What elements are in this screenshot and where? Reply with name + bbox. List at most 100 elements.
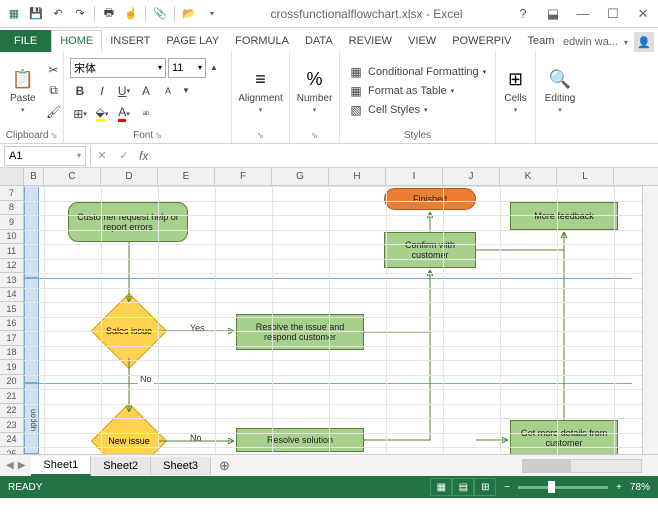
format-painter-icon[interactable]: 🖌 — [44, 102, 64, 122]
row-header[interactable]: 9 — [0, 215, 23, 230]
borders-icon[interactable]: ⊞▾ — [70, 104, 90, 124]
redo-icon[interactable]: ↷ — [70, 4, 90, 24]
normal-view-icon[interactable]: ▦ — [430, 478, 452, 496]
sheet-tab[interactable]: Sheet2 — [91, 457, 151, 475]
cancel-formula-icon[interactable]: ✕ — [91, 146, 113, 166]
row-header[interactable]: 19 — [0, 360, 23, 375]
zoom-value[interactable]: 78% — [630, 482, 650, 493]
col-header[interactable]: C — [44, 168, 101, 185]
qat-customize-icon[interactable] — [201, 4, 221, 24]
excel-icon[interactable]: ▦ — [4, 4, 24, 24]
user-name[interactable]: edwin wa... — [563, 36, 618, 48]
sheet-nav-next-icon[interactable]: ▶ — [18, 460, 26, 471]
number-button[interactable]: % Number ▾ — [293, 65, 337, 116]
sheet-tab[interactable]: Sheet1 — [31, 456, 91, 476]
file-tab[interactable]: FILE — [0, 30, 51, 52]
launcher-icon[interactable]: ⬂ — [51, 131, 58, 140]
launcher-icon[interactable]: ⬂ — [155, 131, 162, 140]
minimize-icon[interactable]: — — [568, 3, 598, 25]
flowchart-start-node[interactable]: Customer request help or report errors — [68, 202, 188, 242]
undo-icon[interactable]: ↶ — [48, 4, 68, 24]
col-header[interactable]: B — [24, 168, 44, 185]
close-icon[interactable]: ✕ — [628, 3, 658, 25]
row-header[interactable]: 12 — [0, 259, 23, 274]
zoom-slider[interactable] — [518, 486, 608, 489]
flowchart-process-node[interactable]: Get more details from customer — [510, 420, 618, 454]
flowchart-decision-node[interactable]: New issue — [102, 414, 156, 454]
quickprint-icon[interactable]: 🖶 — [99, 4, 119, 24]
flowchart-process-node[interactable]: Confirm with customer — [384, 232, 476, 268]
zoom-out-icon[interactable]: − — [504, 482, 510, 493]
maximize-icon[interactable]: ☐ — [598, 3, 628, 25]
font-size-combo[interactable]: 11▾ — [168, 58, 206, 78]
format-as-table-button[interactable]: ▦Format as Table▾ — [346, 82, 488, 100]
tab-team[interactable]: Team — [520, 30, 563, 52]
row-header[interactable]: 17 — [0, 331, 23, 346]
paste-button[interactable]: 📋 Paste ▾ — [6, 65, 40, 116]
tab-data[interactable]: DATA — [297, 30, 341, 52]
alignment-button[interactable]: ≡ Alignment ▾ — [234, 65, 286, 116]
tab-pagelayout[interactable]: PAGE LAY — [158, 30, 227, 52]
page-break-view-icon[interactable]: ⊞ — [474, 478, 496, 496]
flowchart-terminator-node[interactable]: Finished — [384, 188, 476, 210]
attach-icon[interactable]: 📎 — [150, 4, 170, 24]
select-all-corner[interactable] — [0, 168, 24, 185]
fx-icon[interactable]: fx — [135, 149, 152, 163]
shrink-font-icon[interactable]: ▼ — [180, 81, 192, 101]
font-size-small-icon[interactable]: A — [158, 81, 178, 101]
row-header[interactable]: 21 — [0, 389, 23, 404]
row-header[interactable]: 14 — [0, 288, 23, 303]
sheet-nav-prev-icon[interactable]: ◀ — [6, 460, 14, 471]
col-header[interactable]: F — [215, 168, 272, 185]
tab-home[interactable]: HOME — [51, 30, 102, 52]
cell-styles-button[interactable]: ▧Cell Styles▾ — [346, 101, 488, 119]
font-size-large-icon[interactable]: A — [136, 81, 156, 101]
tab-formulas[interactable]: FORMULA — [227, 30, 297, 52]
row-header[interactable]: 13 — [0, 273, 23, 288]
formula-input[interactable] — [152, 146, 658, 166]
col-header[interactable]: J — [443, 168, 500, 185]
enter-formula-icon[interactable]: ✓ — [113, 146, 135, 166]
flowchart-process-node[interactable]: More feedback — [510, 202, 618, 230]
col-header[interactable]: L — [557, 168, 614, 185]
underline-icon[interactable]: U▾ — [114, 81, 134, 101]
row-header[interactable]: 16 — [0, 317, 23, 332]
italic-icon[interactable]: I — [92, 81, 112, 101]
tab-view[interactable]: VIEW — [400, 30, 444, 52]
row-header[interactable]: 20 — [0, 375, 23, 390]
add-sheet-icon[interactable]: ⊕ — [211, 458, 238, 474]
conditional-formatting-button[interactable]: ▦Conditional Formatting▾ — [346, 63, 488, 81]
tab-powerpivot[interactable]: POWERPIV — [444, 30, 519, 52]
ribbon-options-icon[interactable]: ⬓ — [538, 3, 568, 25]
open-icon[interactable]: 📂 — [179, 4, 199, 24]
cells-button[interactable]: ⊞ Cells ▾ — [500, 65, 532, 116]
row-header[interactable]: 22 — [0, 404, 23, 419]
tab-review[interactable]: REVIEW — [341, 30, 400, 52]
fill-color-icon[interactable]: ⬙▾ — [92, 104, 112, 124]
row-header[interactable]: 7 — [0, 186, 23, 201]
sheet-tab[interactable]: Sheet3 — [151, 457, 211, 475]
page-layout-view-icon[interactable]: ▤ — [452, 478, 474, 496]
scrollbar-thumb[interactable] — [523, 460, 571, 472]
row-header[interactable]: 18 — [0, 346, 23, 361]
user-avatar-icon[interactable]: 👤 — [634, 32, 654, 52]
name-box[interactable]: A1▾ — [4, 146, 86, 166]
col-header[interactable]: K — [500, 168, 557, 185]
grid-canvas[interactable]: uoddn Customer request help or report er… — [24, 186, 642, 454]
row-header[interactable]: 8 — [0, 201, 23, 216]
col-header[interactable]: D — [101, 168, 158, 185]
row-header[interactable]: 25 — [0, 447, 23, 454]
copy-icon[interactable]: ⧉ — [44, 81, 64, 101]
horizontal-scrollbar[interactable] — [522, 459, 642, 473]
spreadsheet-grid[interactable]: B C D E F G H I J K L 789101112131415161… — [0, 168, 658, 454]
col-header[interactable]: E — [158, 168, 215, 185]
font-color-icon[interactable]: A▾ — [114, 104, 134, 124]
row-header[interactable]: 15 — [0, 302, 23, 317]
col-header[interactable]: I — [386, 168, 443, 185]
launcher-icon[interactable]: ⬂ — [311, 131, 318, 140]
row-header[interactable]: 10 — [0, 230, 23, 245]
row-header[interactable]: 23 — [0, 418, 23, 433]
vertical-scrollbar[interactable] — [642, 186, 658, 454]
touch-icon[interactable]: ☝ — [121, 4, 141, 24]
tab-insert[interactable]: INSERT — [102, 30, 158, 52]
